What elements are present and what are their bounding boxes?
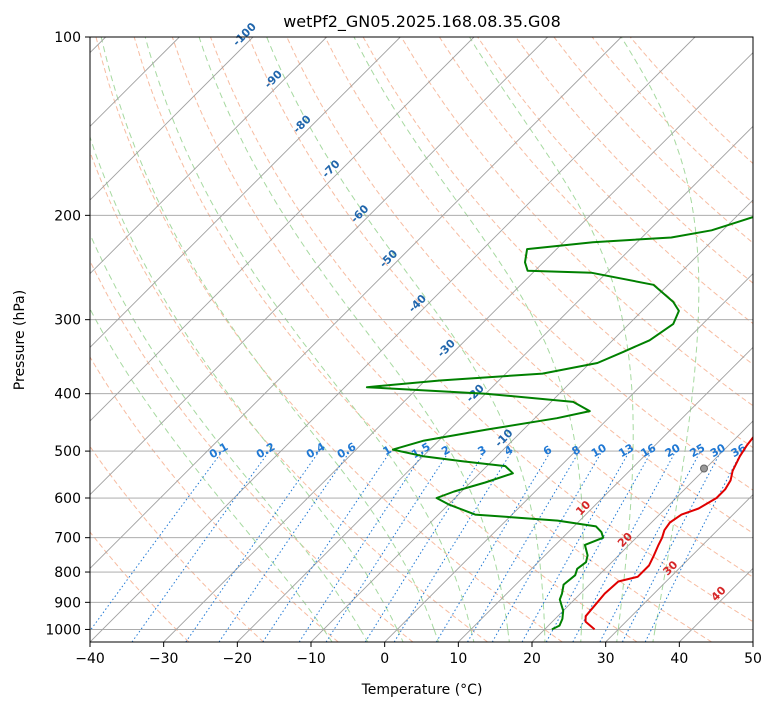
mixing-ratio-line (521, 450, 630, 642)
isotherm-line (458, 346, 753, 642)
x-tick-label: 30 (597, 651, 615, 667)
y-tick-label: 100 (54, 30, 81, 46)
dry-adiabats (90, 37, 753, 642)
dry-adiabat-line (248, 37, 753, 578)
moist-adiabat-line (266, 37, 546, 642)
x-tick-label: 50 (744, 651, 762, 667)
dry-adiabat-line (133, 37, 638, 642)
dry-adiabat-line (324, 37, 753, 491)
isotherm-line (384, 273, 753, 642)
dry-adiabat-line (90, 150, 488, 642)
x-tick-label: 10 (449, 651, 467, 667)
y-tick-label: 700 (54, 531, 81, 547)
dry-adiabat-line (171, 37, 712, 642)
profile-series (365, 215, 753, 631)
isotherm-line (90, 37, 696, 642)
dry-adiabat-line (95, 37, 563, 642)
dry-adiabat-line (515, 37, 753, 284)
y-tick-label: 600 (54, 491, 81, 507)
x-axis-label: Temperature (°C) (361, 682, 483, 698)
y-tick-label: 200 (54, 208, 81, 224)
moist-adiabat-line (353, 37, 584, 642)
moist-adiabat-line (90, 232, 369, 642)
dry-adiabat-line (90, 531, 190, 642)
mixing-ratio-line (467, 450, 580, 642)
isotherm-line (531, 420, 753, 642)
moist-adiabat-line (469, 37, 634, 642)
dry-adiabat-line (438, 37, 753, 366)
mixing-ratio-lines (90, 450, 743, 642)
y-tick-label: 900 (54, 595, 81, 611)
mixing-ratio-line (621, 450, 722, 642)
x-tick-label: −40 (75, 651, 105, 667)
moist-adiabat-line (620, 37, 700, 642)
y-tick-label: 800 (54, 565, 81, 581)
mixing-ratio-line (364, 450, 486, 642)
dry-adiabat-line (210, 37, 753, 623)
isotherm-line (90, 37, 327, 275)
mixing-ratio-line (131, 450, 270, 642)
chart-title: wetPf2_GN05.2025.168.08.35.G08 (283, 12, 561, 32)
isotherm-line (90, 37, 254, 201)
y-axis-label: Pressure (hPa) (12, 290, 28, 390)
moist-adiabat-line (100, 37, 439, 642)
moist-adiabat-line (90, 135, 404, 642)
x-tick-label: −20 (223, 651, 253, 667)
dry-adiabat-line (90, 356, 339, 642)
mixing-ratio-line (218, 450, 351, 642)
y-tick-label: 300 (54, 313, 81, 329)
dry-adiabat-line (90, 445, 264, 642)
x-tick-label: 0 (380, 651, 389, 667)
moist-adiabat-line (144, 37, 475, 642)
moist-adiabats (90, 37, 700, 642)
isotherm-line (237, 125, 753, 642)
dry-adiabat-line (400, 37, 753, 407)
isotherm-line (310, 199, 753, 642)
x-axis-ticks: −40 −30 −20 −10 0 10 20 30 40 50 (75, 642, 762, 667)
dewpoint-line (365, 215, 753, 631)
mixing-ratio-line (491, 450, 603, 642)
y-tick-label: 400 (54, 387, 81, 403)
x-tick-label: 40 (670, 651, 688, 667)
temperature-line (584, 435, 753, 631)
mixing-ratio-line (325, 450, 450, 642)
y-tick-label: 500 (54, 444, 81, 460)
isotherm-line (90, 37, 548, 496)
isotherm-line (90, 37, 401, 348)
mixing-ratio-line (262, 450, 392, 642)
y-axis-ticks: 1000 900 800 700 600 500 400 300 200 100 (45, 30, 90, 638)
x-tick-label: 20 (523, 651, 541, 667)
mixing-ratio-line (599, 450, 701, 642)
isotherms (90, 37, 753, 642)
y-tick-label: 1000 (45, 622, 81, 638)
isotherm-line (90, 37, 622, 569)
x-tick-label: −30 (149, 651, 179, 667)
isotherm-line (605, 494, 753, 642)
moist-adiabat-line (90, 308, 333, 642)
x-tick-label: −10 (296, 651, 326, 667)
mixing-ratio-line (572, 450, 677, 642)
lcl-point (700, 464, 708, 473)
isotherm-line (163, 52, 753, 642)
isotherm-line (90, 37, 475, 422)
mixing-ratio-line (393, 450, 513, 642)
plot-frame (89, 36, 754, 643)
mixing-ratio-line (435, 450, 552, 642)
lcl-marker (700, 464, 708, 473)
moist-adiabat-line (198, 37, 510, 642)
